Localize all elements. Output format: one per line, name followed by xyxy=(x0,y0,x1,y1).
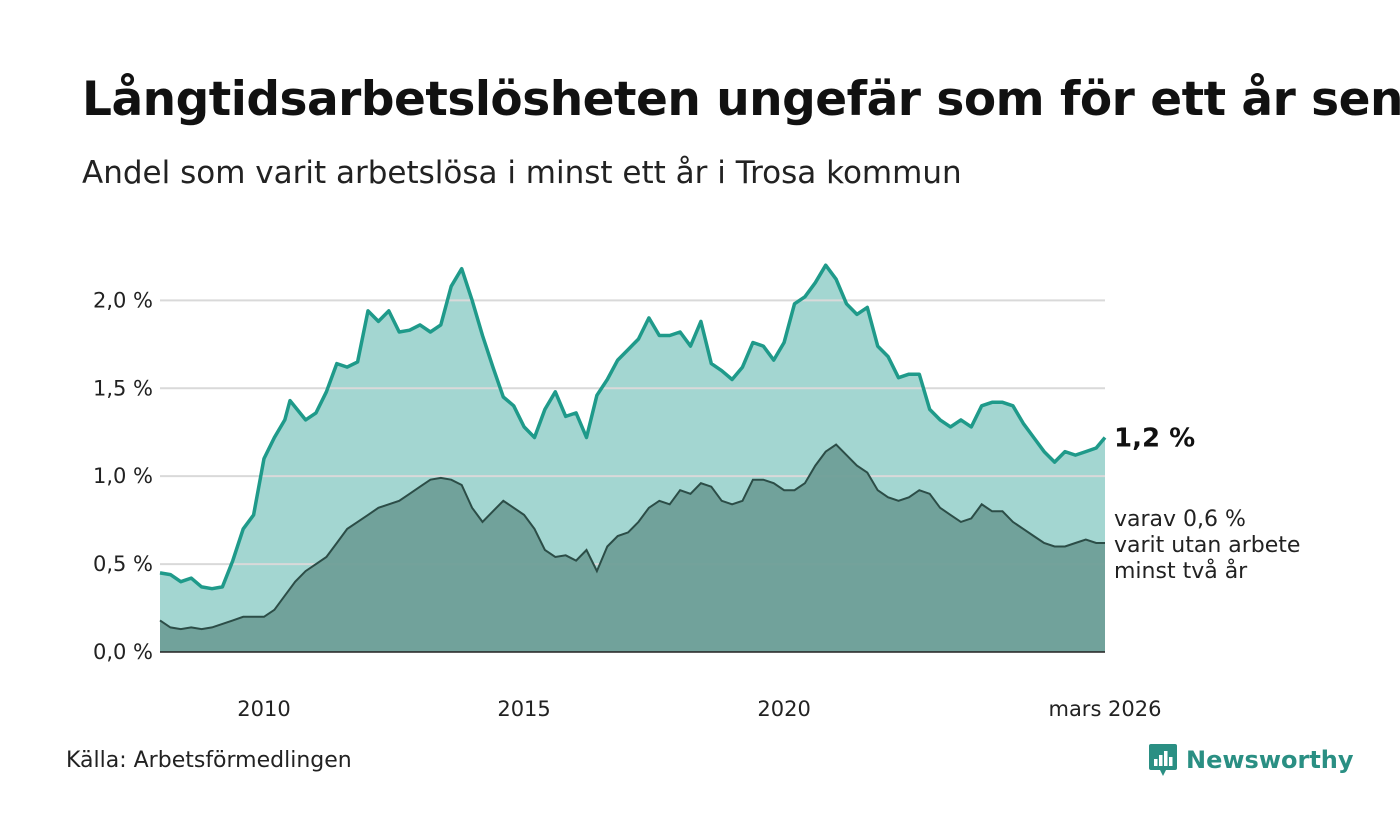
end-label-lower-line-0: varav 0,6 % xyxy=(1114,507,1246,532)
chart-subtitle: Andel som varit arbetslösa i minst ett å… xyxy=(82,155,962,191)
brand-name: Newsworthy xyxy=(1186,746,1354,774)
x-tick-label-3: mars 2026 xyxy=(1048,697,1161,721)
line-upper-series xyxy=(159,263,1107,591)
y-tick-label-0: 0,0 % xyxy=(93,640,153,664)
end-label-upper: 1,2 % xyxy=(1114,423,1195,453)
area-lower-series xyxy=(160,444,1105,652)
newsworthy-logo-icon xyxy=(1149,744,1177,776)
brand-logo: Newsworthy xyxy=(1148,742,1354,778)
y-tick-label-3: 1,5 % xyxy=(93,376,153,400)
end-label-lower-line-1: varit utan arbete xyxy=(1114,533,1300,558)
x-tick-label-1: 2015 xyxy=(497,697,550,721)
x-tick-label-0: 2010 xyxy=(237,697,290,721)
source-note: Källa: Arbetsförmedlingen xyxy=(66,748,352,773)
end-label-lower-line-2: minst två år xyxy=(1114,558,1248,584)
y-tick-label-2: 1,0 % xyxy=(93,464,153,488)
line-lower-series xyxy=(159,443,1105,631)
x-tick-label-2: 2020 xyxy=(757,697,810,721)
y-tick-label-4: 2,0 % xyxy=(93,288,153,312)
chart-title: Långtidsarbetslösheten ungefär som för e… xyxy=(82,72,1400,127)
y-tick-label-1: 0,5 % xyxy=(93,552,153,576)
